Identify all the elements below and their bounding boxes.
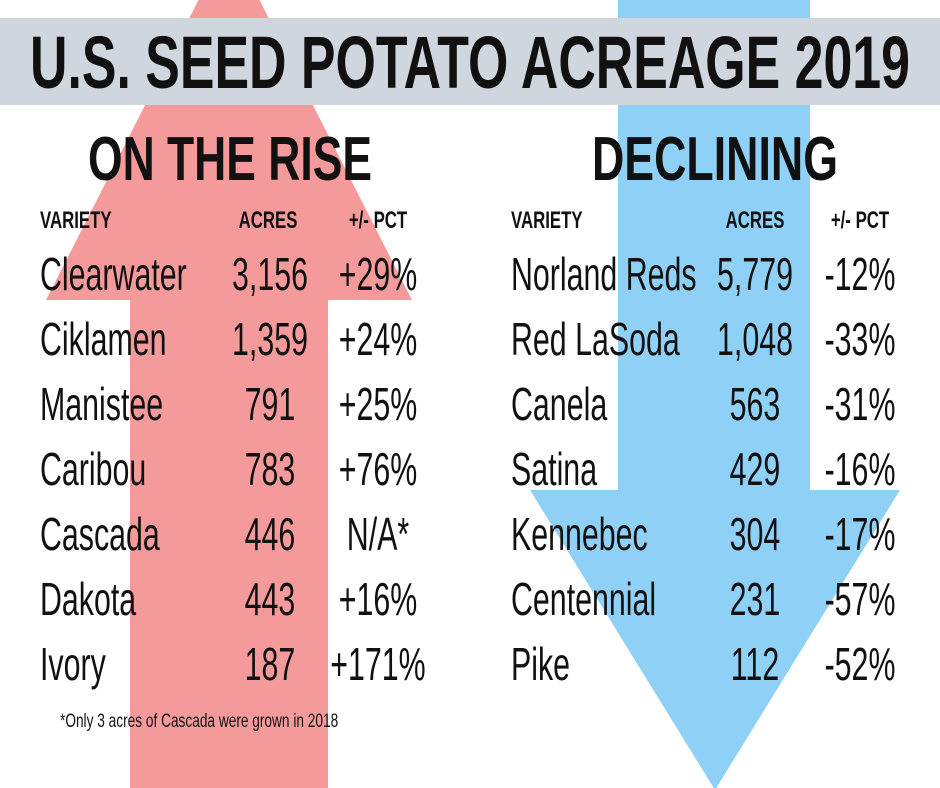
table-cell: 304 — [730, 510, 781, 561]
column-header: VARIETY — [40, 207, 112, 234]
down-arrow — [530, 0, 900, 788]
table-cell: -57% — [825, 575, 896, 626]
table-cell: +24% — [339, 315, 417, 366]
table-cell: 5,779 — [717, 250, 793, 301]
table-cell: Pike — [511, 640, 570, 691]
title-band — [0, 18, 940, 105]
table-cell: +25% — [339, 380, 417, 431]
table-cell: 231 — [730, 575, 781, 626]
table-cell: Red LaSoda — [511, 315, 680, 366]
table-cell: 783 — [245, 445, 296, 496]
table-cell: -31% — [825, 380, 896, 431]
table-cell: Ivory — [40, 640, 106, 691]
table-cell: -12% — [825, 250, 896, 301]
table-cell: Manistee — [40, 380, 163, 431]
table-cell: 443 — [245, 575, 296, 626]
column-header: ACRES — [239, 207, 298, 234]
table-cell: +76% — [339, 445, 417, 496]
column-header: +/- PCT — [349, 207, 408, 234]
table-cell: Cascada — [40, 510, 160, 561]
table-cell: Dakota — [40, 575, 136, 626]
table-cell: 791 — [245, 380, 296, 431]
table-cell: 1,048 — [717, 315, 793, 366]
table-cell: -52% — [825, 640, 896, 691]
table-cell: 1,359 — [232, 315, 308, 366]
table-cell: Kennebec — [511, 510, 648, 561]
table-cell: N/A* — [347, 510, 409, 561]
table-cell: Satina — [511, 445, 597, 496]
table-cell: +16% — [339, 575, 417, 626]
title: U.S. SEED POTATO ACREAGE 2019 — [30, 21, 910, 104]
column-header: ACRES — [726, 207, 785, 234]
column-header: VARIETY — [511, 207, 583, 234]
table-cell: -33% — [825, 315, 896, 366]
table-cell: 429 — [730, 445, 781, 496]
table-cell: +171% — [330, 640, 425, 691]
table-cell: 446 — [245, 510, 296, 561]
table-cell: Norland Reds — [511, 250, 697, 301]
section-heading: DECLINING — [592, 125, 838, 194]
texts: U.S. SEED POTATO ACREAGE 2019 ON THE RISE… — [30, 21, 910, 732]
column-header: +/- PCT — [831, 207, 890, 234]
footnote: *Only 3 acres of Cascada were grown in 2… — [60, 710, 338, 732]
table-cell: Ciklamen — [40, 315, 167, 366]
table-cell: -16% — [825, 445, 896, 496]
table-cell: Caribou — [40, 445, 146, 496]
table-cell: 187 — [245, 640, 296, 691]
table-cell: Canela — [511, 380, 607, 431]
table-cell: Clearwater — [40, 250, 187, 301]
table-cell: +29% — [339, 250, 417, 301]
table-cell: -17% — [825, 510, 896, 561]
up-arrow — [46, 0, 412, 788]
table-cell: Centennial — [511, 575, 656, 626]
table-cell: 112 — [731, 640, 779, 691]
section-heading: ON THE RISE — [88, 125, 372, 194]
table-cell: 563 — [730, 380, 781, 431]
table-cell: 3,156 — [232, 250, 308, 301]
